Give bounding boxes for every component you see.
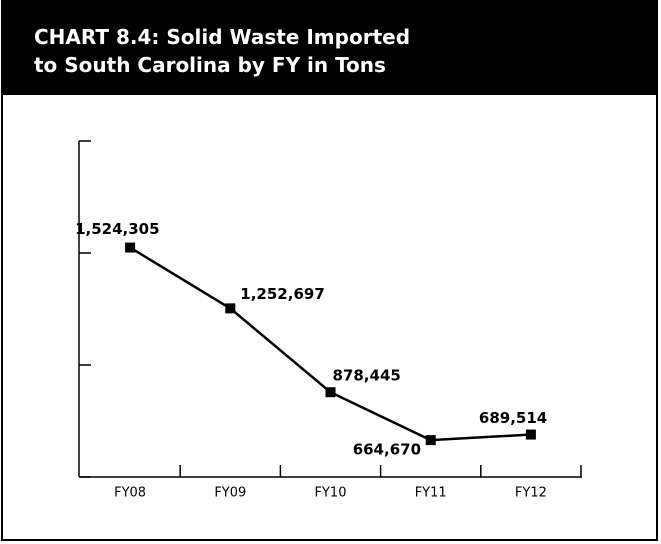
- marker: [425, 435, 436, 446]
- marker: [525, 429, 536, 440]
- header: [2, 1, 657, 95]
- data-label: 878,445: [333, 367, 401, 385]
- x-tick-label: FY12: [515, 486, 547, 501]
- data-label: 689,514: [479, 409, 547, 427]
- data-label: 1,252,697: [240, 285, 324, 303]
- x-tick-label: FY08: [114, 486, 146, 501]
- chart-title: to South Carolina by FY in Tons: [34, 53, 386, 77]
- marker: [225, 303, 236, 314]
- marker: [125, 242, 136, 253]
- data-label: 1,524,305: [75, 220, 159, 238]
- x-tick-label: FY09: [214, 486, 246, 501]
- data-label: 664,670: [353, 441, 421, 459]
- x-tick-label: FY11: [415, 486, 447, 501]
- chart-title: CHART 8.4: Solid Waste Imported: [34, 25, 410, 49]
- marker: [325, 387, 336, 398]
- x-tick-label: FY10: [315, 486, 347, 501]
